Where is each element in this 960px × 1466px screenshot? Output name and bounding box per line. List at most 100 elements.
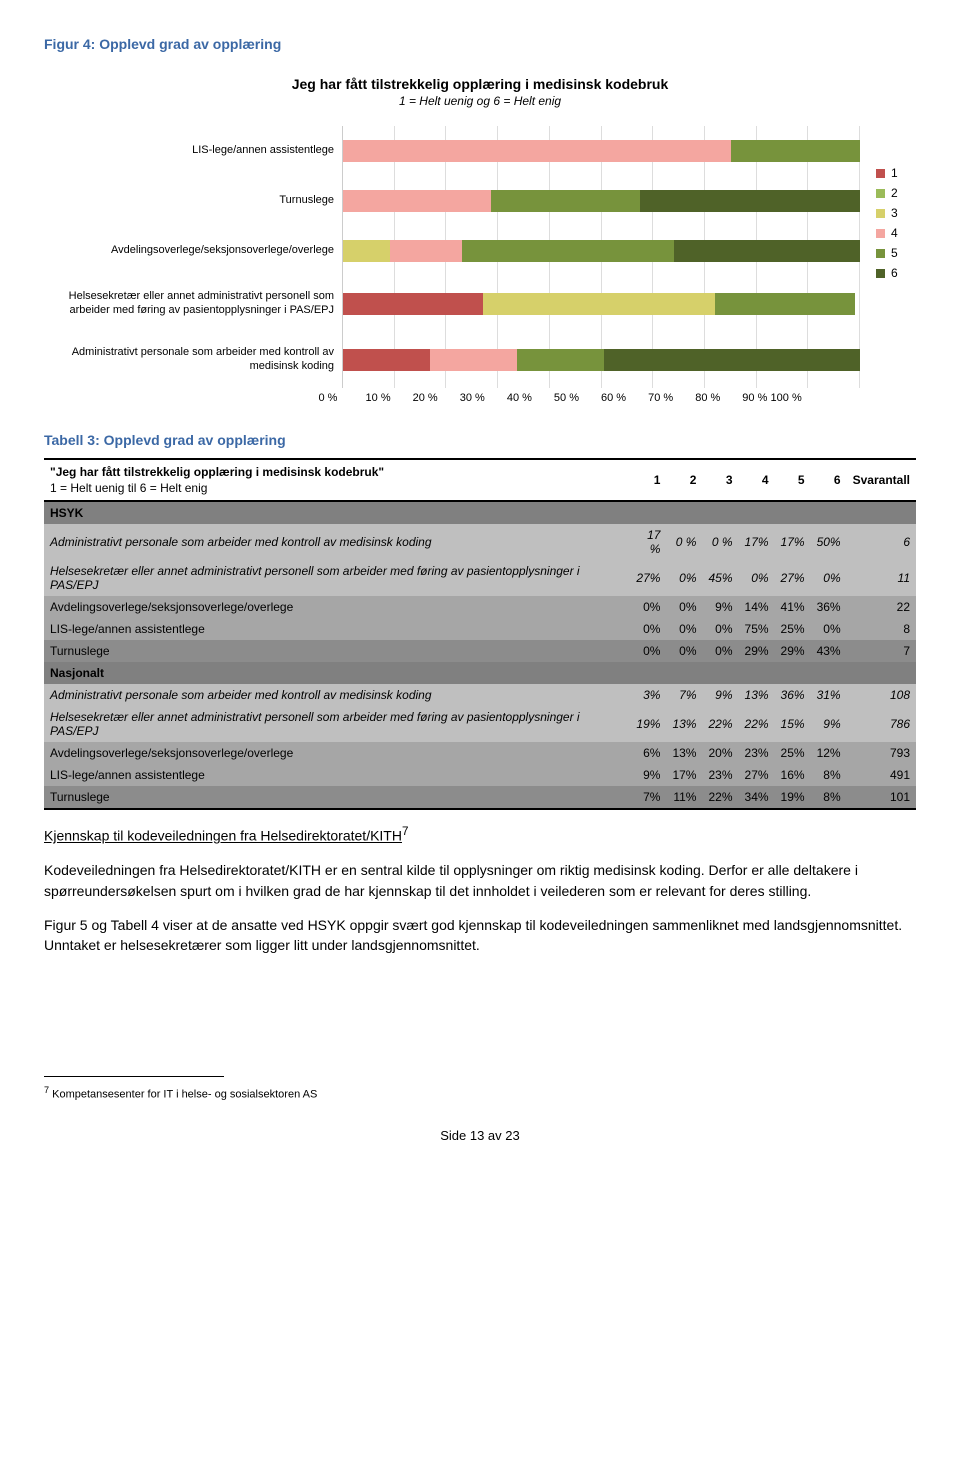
stacked-bar	[343, 293, 860, 315]
chart-row: Helsesekretær eller annet administrativt…	[44, 276, 860, 332]
bar-segment	[462, 240, 674, 262]
table-cell: 29%	[739, 640, 775, 662]
table-cell: 8%	[811, 786, 847, 809]
bar-segment	[731, 140, 860, 162]
bar-segment	[483, 293, 716, 315]
table-cell: 43%	[811, 640, 847, 662]
table-cell: 19%	[627, 706, 666, 742]
row-label: Helsesekretær eller annet administrativt…	[44, 706, 627, 742]
legend-swatch	[876, 169, 885, 178]
row-label: Avdelingsoverlege/seksjonsoverlege/overl…	[44, 742, 627, 764]
paragraph-1: Kodeveiledningen fra Helsedirektoratet/K…	[44, 860, 916, 901]
table-cell: 0%	[627, 640, 666, 662]
axis-tick: 50 %	[554, 392, 601, 404]
table-cell: 45%	[702, 560, 738, 596]
table-cell: 7%	[627, 786, 666, 809]
table-cell: 23%	[739, 742, 775, 764]
axis-tick: 10 %	[366, 392, 413, 404]
table-caption: Tabell 3: Opplevd grad av opplæring	[44, 432, 916, 448]
table-cell: 14%	[739, 596, 775, 618]
table-row: LIS-lege/annen assistentlege9%17%23%27%1…	[44, 764, 916, 786]
legend-label: 3	[891, 206, 898, 220]
table-cell: 50%	[811, 524, 847, 560]
table-cell: 11%	[666, 786, 702, 809]
legend-label: 5	[891, 246, 898, 260]
table-cell: 0%	[627, 596, 666, 618]
bar-area	[342, 176, 860, 226]
table-cell: 17%	[666, 764, 702, 786]
axis-tick: 20 %	[413, 392, 460, 404]
axis-tick: 80 %	[695, 392, 742, 404]
table-cell: 25%	[775, 618, 811, 640]
table-cell: 8	[847, 618, 916, 640]
row-label: Turnuslege	[44, 786, 627, 809]
bar-segment	[343, 349, 430, 371]
table-cell: 793	[847, 742, 916, 764]
chart-row: Administrativt personale som arbeider me…	[44, 332, 860, 388]
footnote-text: Kompetansesenter for IT i helse- og sosi…	[49, 1088, 317, 1100]
legend-swatch	[876, 209, 885, 218]
table-cell: 27%	[627, 560, 666, 596]
chart-row: LIS-lege/annen assistentlege	[44, 126, 860, 176]
table-cell: 0%	[627, 618, 666, 640]
row-label: Administrativt personale som arbeider me…	[44, 684, 627, 706]
legend-item: 3	[876, 206, 916, 220]
stacked-bar	[343, 240, 860, 262]
chart-title: Jeg har fått tilstrekkelig opplæring i m…	[44, 76, 916, 92]
table-cell: 0%	[666, 596, 702, 618]
legend-item: 6	[876, 266, 916, 280]
bar-area	[342, 126, 860, 176]
row-label: Turnuslege	[44, 640, 627, 662]
table-col-header: Svarantall	[847, 459, 916, 501]
axis-tick: 100 %	[771, 392, 818, 404]
bar-segment	[674, 240, 860, 262]
legend-item: 5	[876, 246, 916, 260]
table-cell: 0%	[702, 640, 738, 662]
table-cell: 27%	[739, 764, 775, 786]
table-cell: 9%	[702, 596, 738, 618]
category-label: Turnuslege	[44, 194, 342, 208]
table-cell: 13%	[666, 742, 702, 764]
table-cell: 36%	[775, 684, 811, 706]
data-table: "Jeg har fått tilstrekkelig opplæring i …	[44, 458, 916, 810]
table-section-header: Nasjonalt	[44, 662, 916, 684]
stacked-bar	[343, 190, 860, 212]
legend-swatch	[876, 249, 885, 258]
table-row: Avdelingsoverlege/seksjonsoverlege/overl…	[44, 596, 916, 618]
stacked-bar-chart: LIS-lege/annen assistentlege Turnuslege Av…	[44, 126, 916, 404]
axis-tick: 30 %	[460, 392, 507, 404]
table-cell: 7	[847, 640, 916, 662]
table-col-header: 1	[627, 459, 666, 501]
table-cell: 0 %	[702, 524, 738, 560]
table-cell: 27%	[775, 560, 811, 596]
table-cell: 0%	[811, 618, 847, 640]
chart-row: Avdelingsoverlege/seksjonsoverlege/overl…	[44, 226, 860, 276]
table-cell: 12%	[811, 742, 847, 764]
table-cell: 17%	[739, 524, 775, 560]
legend-item: 4	[876, 226, 916, 240]
legend-swatch	[876, 229, 885, 238]
chart-legend: 123456	[876, 126, 916, 286]
table-cell: 9%	[811, 706, 847, 742]
table-cell: 25%	[775, 742, 811, 764]
table-cell: 22%	[739, 706, 775, 742]
bar-segment	[343, 293, 483, 315]
table-cell: 31%	[811, 684, 847, 706]
bar-segment	[715, 293, 855, 315]
table-cell: 13%	[739, 684, 775, 706]
table-cell: 22%	[702, 706, 738, 742]
table-cell: 22%	[702, 786, 738, 809]
bar-area	[342, 226, 860, 276]
chart-subtitle: 1 = Helt uenig og 6 = Helt enig	[44, 94, 916, 108]
section-heading-text: Kjennskap til kodeveiledningen fra Helse…	[44, 828, 402, 844]
table-cell: 22	[847, 596, 916, 618]
axis-tick: 70 %	[648, 392, 695, 404]
axis-tick: 60 %	[601, 392, 648, 404]
bar-area	[342, 276, 860, 332]
table-section-header: HSYK	[44, 501, 916, 524]
table-row: Turnuslege0%0%0%29%29%43%7	[44, 640, 916, 662]
table-cell: 0%	[666, 640, 702, 662]
table-row: Turnuslege7%11%22%34%19%8%101	[44, 786, 916, 809]
paragraph-2: Figur 5 og Tabell 4 viser at de ansatte …	[44, 915, 916, 956]
stacked-bar	[343, 140, 860, 162]
